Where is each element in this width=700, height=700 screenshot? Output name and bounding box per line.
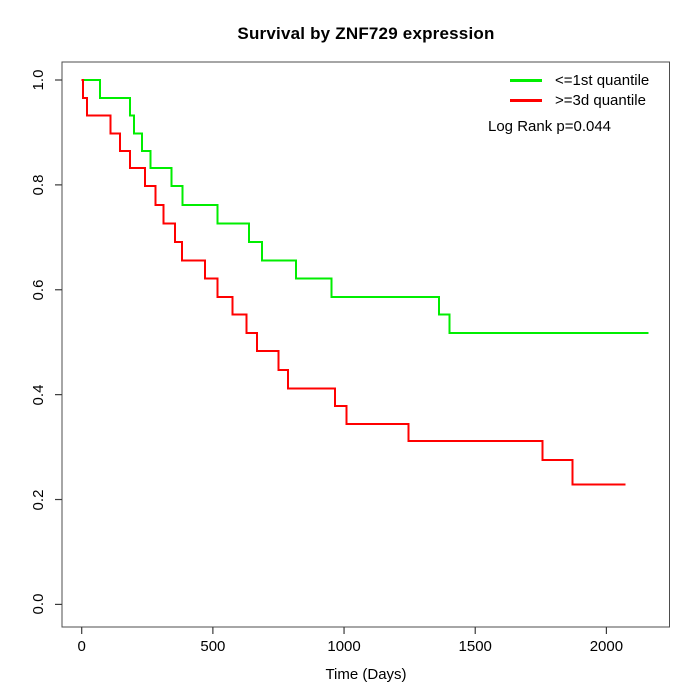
legend-item-high-expression: >=3d quantile <box>510 90 649 110</box>
survival-curve-high-quantile <box>81 79 626 486</box>
legend: <=1st quantile >=3d quantile <box>510 70 649 110</box>
log-rank-annotation: Log Rank p=0.044 <box>488 118 612 135</box>
x-tick-label: 2000 <box>589 638 624 655</box>
x-tick-label: 0 <box>77 638 86 655</box>
chart-title: Survival by ZNF729 expression <box>237 24 495 43</box>
green-line-swatch <box>510 78 542 82</box>
y-tick-label: 0.0 <box>30 593 47 615</box>
red-line-swatch <box>510 98 542 102</box>
y-tick-label: 0.2 <box>30 489 47 510</box>
plot-box <box>61 61 670 628</box>
y-tick-label: 1.0 <box>30 69 47 91</box>
x-tick-label: 1500 <box>458 638 492 655</box>
y-tick-label: 0.4 <box>30 384 47 406</box>
y-tick-label: 0.6 <box>30 279 47 301</box>
x-tick-label: 500 <box>200 638 226 655</box>
legend-label: >=3d quantile <box>555 91 646 109</box>
x-axis-label: Time (Days) <box>325 666 407 683</box>
legend-label: <=1st quantile <box>555 71 650 89</box>
y-tick-label: 0.8 <box>30 174 47 196</box>
x-tick-label: 1000 <box>327 638 361 655</box>
legend-item-low-expression: <=1st quantile <box>510 70 649 90</box>
survival-curve-low-quantile <box>81 79 649 334</box>
